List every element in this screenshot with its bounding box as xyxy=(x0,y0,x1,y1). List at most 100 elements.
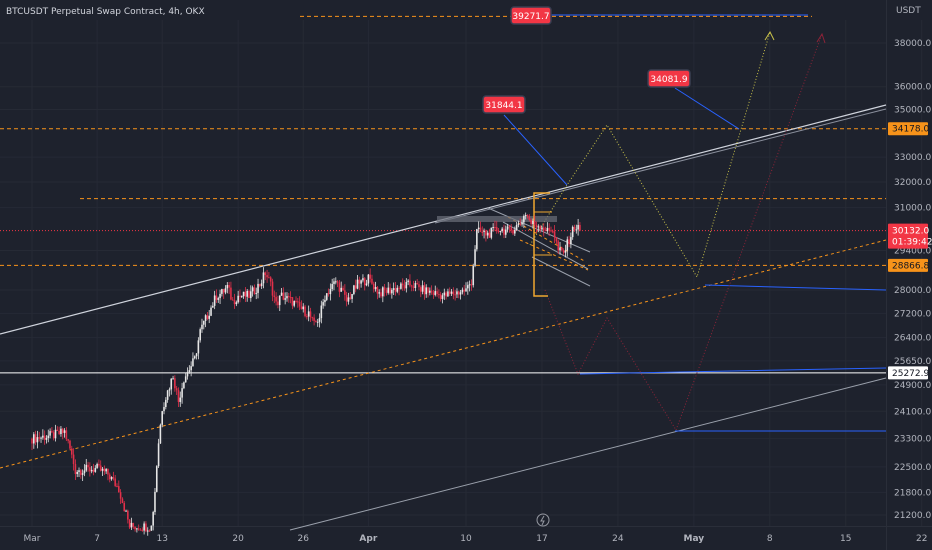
candle-body xyxy=(555,237,558,242)
candle-body xyxy=(96,464,98,469)
candle-body xyxy=(327,293,330,295)
candle-body xyxy=(33,434,35,444)
time-tick-label: May xyxy=(684,534,705,544)
candle-body xyxy=(47,435,50,438)
candle-body xyxy=(83,470,86,474)
candle-body xyxy=(154,491,156,513)
candle-body xyxy=(172,378,174,380)
time-tick-label: 26 xyxy=(298,534,310,544)
candle-body xyxy=(69,440,71,449)
candle-body xyxy=(253,287,256,294)
candle-body xyxy=(291,297,294,306)
candle-body xyxy=(429,290,431,293)
candle-body xyxy=(575,229,578,231)
candle-body xyxy=(539,226,541,230)
candle-body xyxy=(436,291,438,295)
candle-body xyxy=(465,288,467,292)
candle-body xyxy=(519,223,522,225)
candle-body xyxy=(486,232,489,236)
candle-body xyxy=(461,289,464,293)
candle-body xyxy=(335,281,337,283)
candle-body xyxy=(67,439,69,441)
candle-body xyxy=(31,438,33,444)
candle-body xyxy=(412,286,415,288)
candle-body xyxy=(264,272,267,276)
candle-body xyxy=(183,382,185,389)
candle-body xyxy=(344,290,346,295)
candle-body xyxy=(199,329,201,341)
candle-body xyxy=(110,477,113,480)
candle-body xyxy=(128,519,131,528)
candle-body xyxy=(322,302,324,306)
candle-body xyxy=(423,285,426,295)
candle-body xyxy=(456,291,458,295)
candle-body xyxy=(325,293,328,300)
candle-body xyxy=(280,292,283,296)
candle-body xyxy=(371,278,373,284)
candle-body xyxy=(416,283,418,285)
candle-body xyxy=(248,290,250,299)
candle-body xyxy=(36,437,39,443)
candle-body xyxy=(566,239,569,251)
candle-body xyxy=(136,528,138,530)
candle-body xyxy=(497,231,500,233)
current-price-tag-bg xyxy=(888,223,928,249)
candle-body xyxy=(271,281,274,296)
candle-body xyxy=(107,468,109,475)
price-tick-label: 35000.0 xyxy=(894,106,931,116)
candle-body xyxy=(246,290,248,297)
price-label-28866: 28866.8 xyxy=(892,261,929,271)
candle-body xyxy=(559,247,561,251)
candle-body xyxy=(360,280,362,284)
candle-body xyxy=(262,272,265,284)
candle-body xyxy=(369,274,371,279)
candle-body xyxy=(450,291,453,294)
candle-body xyxy=(362,278,364,281)
candle-body xyxy=(257,283,259,293)
candle-body xyxy=(494,227,496,229)
candle-body xyxy=(324,299,326,303)
candle-body xyxy=(372,283,375,290)
candle-body xyxy=(495,227,498,232)
time-tick-label: 13 xyxy=(156,534,167,544)
candle-body xyxy=(60,428,62,434)
candle-body xyxy=(407,280,409,282)
candle-body xyxy=(202,320,205,325)
price-label-34178-bg xyxy=(888,122,928,136)
candle-body xyxy=(468,284,471,286)
candle-body xyxy=(434,291,437,295)
candle-body xyxy=(266,275,268,278)
candle-body xyxy=(561,247,563,251)
candle-body xyxy=(210,307,212,316)
candle-body xyxy=(193,356,196,359)
candle-body xyxy=(441,295,444,299)
measure-bracket xyxy=(533,192,550,297)
candle-body xyxy=(329,289,332,295)
candle-body xyxy=(383,287,386,291)
candle-countdown: 01:39:42 xyxy=(892,238,932,248)
candle-body xyxy=(76,471,79,475)
candle-body xyxy=(313,317,315,322)
candle-body xyxy=(479,227,482,232)
candle-body xyxy=(398,287,400,289)
time-tick-label: 17 xyxy=(536,534,547,544)
candle-body xyxy=(392,288,395,290)
candle-body xyxy=(568,239,570,245)
candle-body xyxy=(546,227,549,232)
candle-body xyxy=(577,225,579,230)
candle-body xyxy=(533,220,536,226)
candle-body xyxy=(427,287,429,293)
candle-body xyxy=(139,529,142,531)
lightning-icon[interactable] xyxy=(536,513,550,527)
time-tick-label: 24 xyxy=(612,534,624,544)
callout-line-1 xyxy=(503,114,568,186)
candle-body xyxy=(293,300,296,306)
candle-body xyxy=(438,294,440,296)
candle-body xyxy=(573,226,576,230)
candle-body xyxy=(188,370,191,373)
candle-body xyxy=(52,432,55,439)
price-tick-label: 38000.0 xyxy=(894,39,931,49)
candle-body xyxy=(127,510,129,520)
